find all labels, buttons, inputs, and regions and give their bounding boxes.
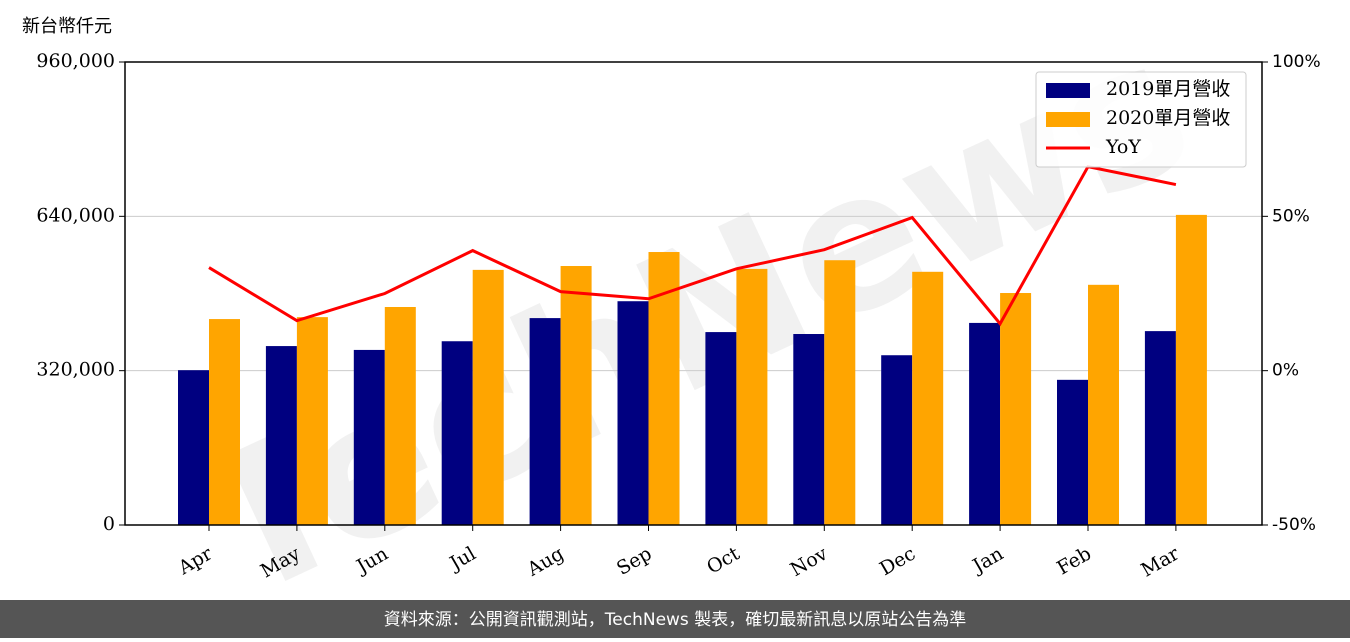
bar: [441, 341, 473, 525]
y-tick-label: 640,000: [36, 204, 115, 226]
y-axis-label: 新台幣仟元: [22, 16, 112, 37]
y2-tick-label: 0%: [1272, 361, 1299, 381]
x-tick-label: Nov: [787, 542, 832, 581]
bar: [705, 332, 737, 525]
bar: [353, 349, 385, 525]
bar: [1088, 284, 1119, 525]
x-tick-label: Feb: [1053, 543, 1095, 580]
x-tick-label: Dec: [876, 543, 919, 581]
yoy-line: [208, 164, 1177, 327]
bar: [296, 317, 328, 525]
bar: [881, 355, 913, 525]
x-tick-label: Oct: [703, 542, 744, 578]
x-tick-label: Jan: [967, 543, 1007, 579]
legend-label: YoY: [1105, 136, 1141, 158]
bar: [472, 269, 504, 525]
plot-frame: [124, 61, 1263, 526]
legend-swatch: [1046, 83, 1090, 98]
x-tick-label: Sep: [613, 543, 656, 580]
bar: [912, 271, 944, 525]
legend-label: 2020單月營收: [1106, 107, 1230, 129]
bar: [1000, 293, 1032, 525]
x-tick-label: Aug: [523, 543, 568, 582]
y-tick-label: 320,000: [36, 359, 115, 381]
bar: [824, 260, 856, 525]
footer-bar: [0, 600, 1350, 638]
y2-tick-label: -50%: [1272, 515, 1316, 535]
y-tick-label: 0: [103, 513, 115, 535]
y2-tick-label: 100%: [1272, 52, 1321, 72]
y2-tick-label: 50%: [1272, 206, 1310, 226]
bar: [736, 268, 768, 525]
legend-swatch: [1046, 112, 1090, 127]
x-tick-label: Apr: [174, 542, 217, 579]
legend-label: 2019單月營收: [1106, 78, 1230, 100]
bar: [178, 370, 209, 525]
bar: [969, 322, 1001, 525]
bar: [617, 301, 649, 525]
bar: [1175, 214, 1207, 525]
bar: [1057, 379, 1088, 525]
bar: [560, 266, 592, 525]
bar: [793, 334, 825, 525]
bar: [1144, 331, 1176, 525]
x-tick-label: Mar: [1137, 542, 1183, 581]
bar: [384, 307, 416, 525]
footer-text: 資料來源：公開資訊觀測站，TechNews 製表，確切最新訊息以原站公告為準: [384, 610, 966, 630]
bar: [529, 318, 561, 525]
bar: [265, 346, 297, 525]
bar: [209, 319, 240, 525]
y-tick-label: 960,000: [36, 50, 115, 72]
